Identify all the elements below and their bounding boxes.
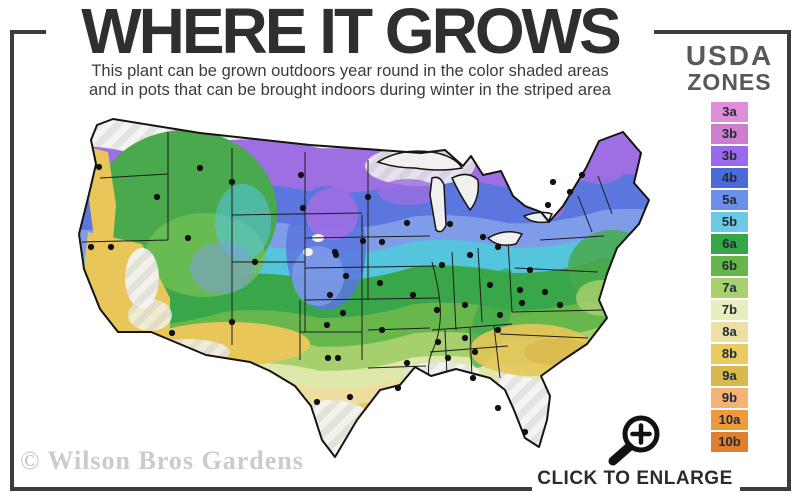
city-dot — [486, 281, 494, 289]
city-dot — [95, 163, 103, 171]
zone-swatch-column: 3a 3b 3b 4b 5a 5b 6a 6b 7a 7b 8a 8b 9a 9b 10a 10b — [711, 102, 748, 452]
city-dot — [196, 164, 204, 172]
lake-michigan — [429, 176, 447, 233]
frame-bottom-left — [10, 487, 532, 491]
great-lakes — [376, 150, 554, 246]
city-dot — [438, 261, 446, 269]
city-dot — [541, 288, 549, 296]
city-dot — [184, 234, 192, 242]
city-dot — [342, 272, 350, 280]
city-dot — [526, 266, 534, 274]
zone-swatch-10a: 10a — [711, 410, 748, 430]
zone-swatch-3a: 3a — [711, 102, 748, 122]
city-dot — [516, 286, 524, 294]
city-dot — [228, 318, 236, 326]
lake-huron — [451, 173, 480, 212]
city-dot — [566, 188, 574, 196]
city-dot — [87, 243, 95, 251]
zone-swatch-8b: 8b — [711, 344, 748, 364]
city-dot — [228, 178, 236, 186]
city-dot — [461, 301, 469, 309]
lake-ontario — [522, 211, 554, 224]
zone-swatch-3b: 3b — [711, 146, 748, 166]
city-dot — [324, 354, 332, 362]
subtitle-line-1: This plant can be grown outdoors year ro… — [91, 62, 609, 80]
frame-top-left — [10, 30, 46, 34]
city-dot — [394, 384, 402, 392]
city-dot — [364, 193, 372, 201]
city-dot — [334, 354, 342, 362]
city-dot — [494, 404, 502, 412]
frame-bottom-right — [740, 487, 791, 491]
zone-swatch-9a: 9a — [711, 366, 748, 386]
city-dot — [168, 329, 176, 337]
city-dot — [107, 243, 115, 251]
city-dot — [378, 238, 386, 246]
city-dot — [409, 291, 417, 299]
city-dot — [549, 178, 557, 186]
zone-swatch-6b: 6b — [711, 256, 748, 276]
zone-swatch-7a: 7a — [711, 278, 748, 298]
watermark: © Wilson Bros Gardens — [20, 446, 304, 475]
zone-swatch-8a: 8a — [711, 322, 748, 342]
city-dot — [323, 321, 331, 329]
city-dot — [461, 334, 469, 342]
city-dot — [471, 348, 479, 356]
frame-top-right — [654, 30, 791, 34]
legend-title-zones: ZONES — [687, 69, 772, 95]
city-dot — [403, 219, 411, 227]
city-dot — [313, 398, 321, 406]
city-dot — [433, 306, 441, 314]
city-dot — [153, 193, 161, 201]
city-dot — [444, 354, 452, 362]
city-dot — [556, 301, 564, 309]
city-dot — [346, 393, 354, 401]
frame-left — [10, 30, 14, 491]
page-title: WHERE IT GROWS — [81, 0, 622, 67]
zone-swatch-5b: 5b — [711, 212, 748, 232]
city-dot — [466, 251, 474, 259]
city-dot — [494, 243, 502, 251]
zone-swatch-4b: 4b — [711, 168, 748, 188]
subtitle-line-2: and in pots that can be brought indoors … — [89, 81, 611, 99]
lake-erie — [486, 231, 524, 246]
city-dot — [331, 248, 339, 256]
city-marker-dots — [87, 163, 586, 436]
city-dot — [521, 428, 529, 436]
city-dot — [494, 326, 502, 334]
zone-swatch-5a: 5a — [711, 190, 748, 210]
city-dot — [378, 326, 386, 334]
city-dot — [434, 338, 442, 346]
city-dot — [446, 220, 454, 228]
us-outline — [78, 118, 650, 458]
city-dot — [544, 201, 552, 209]
frame-right — [787, 30, 791, 491]
zone-swatch-10b: 10b — [711, 432, 748, 452]
zone-swatch-6a: 6a — [711, 234, 748, 254]
city-dot — [251, 258, 259, 266]
magnifier-zoom-icon[interactable] — [600, 404, 674, 470]
click-to-enlarge-label[interactable]: CLICK TO ENLARGE — [537, 468, 733, 489]
city-dot — [359, 237, 367, 245]
city-dot — [496, 311, 504, 319]
legend-title-usda: USDA — [685, 40, 774, 71]
city-dot — [469, 374, 477, 382]
city-dot — [479, 233, 487, 241]
zone-swatch-3b: 3b — [711, 124, 748, 144]
city-dot — [326, 291, 334, 299]
city-dot — [578, 171, 586, 179]
city-dot — [297, 171, 305, 179]
zone-swatch-7b: 7b — [711, 300, 748, 320]
city-dot — [376, 279, 384, 287]
city-dot — [339, 309, 347, 317]
city-dot — [518, 299, 526, 307]
city-dot — [403, 359, 411, 367]
city-dot — [299, 204, 307, 212]
state-boundaries — [81, 132, 613, 385]
usda-zones-legend: USDA ZONES 3a 3b 3b 4b 5a 5b 6a 6b 7a 7b 8a 8b 9a 9b 1… — [672, 42, 787, 454]
lake-superior — [376, 150, 464, 171]
zone-swatch-9b: 9b — [711, 388, 748, 408]
